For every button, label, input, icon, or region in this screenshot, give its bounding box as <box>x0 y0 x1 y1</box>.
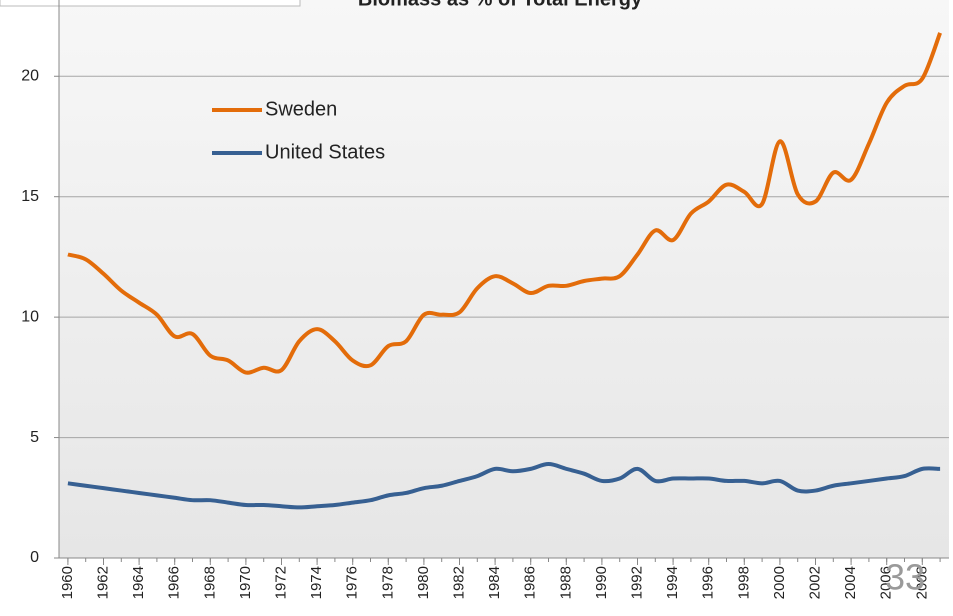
x-tick-label: 2002 <box>806 566 823 599</box>
x-tick-label: 1984 <box>486 566 503 599</box>
x-tick-label: 1960 <box>59 566 76 599</box>
x-tick-label: 1988 <box>557 566 574 599</box>
frame <box>0 0 301 7</box>
series-line <box>67 32 942 375</box>
x-tick-label: 1992 <box>628 566 645 599</box>
x-tick-label: 1990 <box>593 566 610 599</box>
x-tick-label: 1966 <box>166 566 183 599</box>
x-tick-label: 1970 <box>237 566 254 599</box>
x-tick-label: 1972 <box>272 566 289 599</box>
y-tick-label: 5 <box>30 429 39 446</box>
legend-label: Sweden <box>265 98 337 120</box>
x-tick-label: 2004 <box>842 566 859 599</box>
plot: 0 5 10 15 20 1960 1962 1964 1966 1968 1970 1972 1974… <box>21 0 949 599</box>
x-tick-label: 1994 <box>664 566 681 599</box>
y-tick-label: 10 <box>21 308 39 325</box>
x-tick-label: 1962 <box>94 566 111 599</box>
x-tick-label: 1998 <box>735 566 752 599</box>
x-tick-label: 1968 <box>201 566 218 599</box>
x-tick-label: 1978 <box>379 566 396 599</box>
x-tick-label: 1964 <box>130 566 147 599</box>
x-tick-label: 2008 <box>913 566 930 599</box>
slide-number: 33 <box>885 557 925 598</box>
y-tick-label: 0 <box>30 549 39 566</box>
chart-title: Biomass as % of Total Energy <box>358 0 643 10</box>
legend-label: United States <box>265 141 385 163</box>
y-tick-label: 20 <box>21 67 39 84</box>
x-tick-label: 1976 <box>344 566 361 599</box>
x-tick-label: 1982 <box>450 566 467 599</box>
y-tick-label: 15 <box>21 188 39 205</box>
x-tick-label: 1980 <box>415 566 432 599</box>
x-tick-label: 1974 <box>308 566 325 599</box>
x-tick-label: 2000 <box>771 566 788 599</box>
x-tick-label: 1996 <box>700 566 717 599</box>
x-tick-label: 2006 <box>878 566 895 599</box>
x-tick-label: 1986 <box>522 566 539 599</box>
series-line <box>67 462 941 510</box>
